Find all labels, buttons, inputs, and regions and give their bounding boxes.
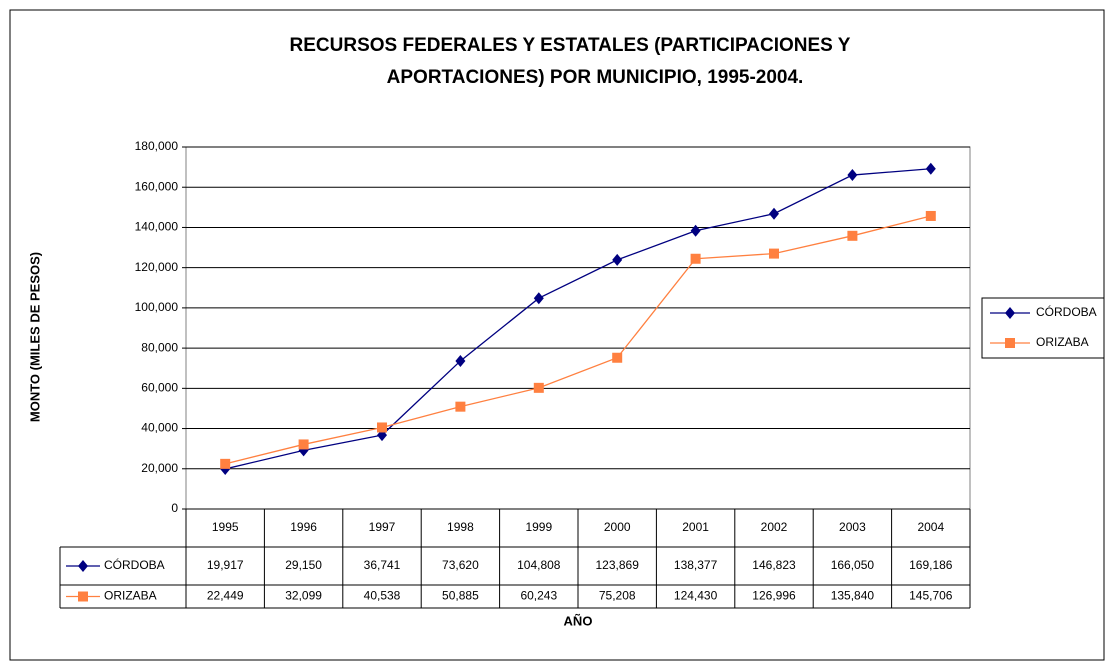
y-tick-label: 60,000 xyxy=(141,381,178,395)
table-series-name: CÓRDOBA xyxy=(104,557,165,572)
table-legend-marker xyxy=(78,591,88,602)
data-point xyxy=(847,169,858,182)
legend-marker xyxy=(1005,307,1015,319)
chart-title: RECURSOS FEDERALES Y ESTATALES (PARTICIP… xyxy=(290,35,851,56)
x-tick-label: 2004 xyxy=(917,520,944,534)
table-value: 104,808 xyxy=(517,558,561,572)
table-value: 50,885 xyxy=(442,589,479,603)
y-tick-label: 140,000 xyxy=(135,220,179,234)
y-tick-label: 20,000 xyxy=(141,461,178,475)
y-tick-label: 120,000 xyxy=(135,260,179,274)
table-series-name: ORIZABA xyxy=(104,589,157,603)
x-axis-title: AÑO xyxy=(564,613,593,628)
x-tick-label: 1998 xyxy=(447,520,474,534)
y-tick-label: 40,000 xyxy=(141,421,178,435)
data-point xyxy=(612,253,623,266)
table-value: 124,430 xyxy=(674,589,718,603)
data-point xyxy=(769,207,779,220)
data-point xyxy=(925,210,936,221)
x-tick-label: 2003 xyxy=(839,520,866,534)
data-point xyxy=(298,439,309,450)
x-tick-label: 1996 xyxy=(290,520,317,534)
table-value: 60,243 xyxy=(520,589,557,603)
table-value: 126,996 xyxy=(752,589,796,603)
legend-box xyxy=(981,297,1105,359)
table-value: 145,706 xyxy=(909,589,953,603)
y-tick-label: 0 xyxy=(171,501,178,515)
table-value: 19,917 xyxy=(207,558,244,572)
table-value: 138,377 xyxy=(674,558,718,572)
data-point xyxy=(690,253,701,264)
table-value: 123,869 xyxy=(596,558,640,572)
table-value: 73,620 xyxy=(442,558,479,572)
data-point xyxy=(690,224,701,237)
plot-area xyxy=(185,146,971,510)
table-value: 40,538 xyxy=(364,589,401,603)
table-value: 36,741 xyxy=(364,558,401,572)
data-point xyxy=(847,230,858,241)
table-value: 32,099 xyxy=(285,589,322,603)
x-tick-label: 1997 xyxy=(369,520,396,534)
x-tick-label: 2001 xyxy=(682,520,709,534)
table-value: 169,186 xyxy=(909,558,953,572)
legend-label: ORIZABA xyxy=(1036,335,1089,349)
legend-marker xyxy=(1005,338,1015,348)
table-value: 75,208 xyxy=(599,589,636,603)
table-legend-marker xyxy=(78,560,88,572)
y-tick-label: 160,000 xyxy=(135,179,179,193)
x-tick-label: 2000 xyxy=(604,520,631,534)
data-point xyxy=(925,162,936,175)
data-point xyxy=(769,248,779,259)
data-point xyxy=(533,382,544,393)
legend-label: CÓRDOBA xyxy=(1036,304,1097,319)
chart-title: APORTACIONES) POR MUNICIPIO, 1995-2004. xyxy=(387,67,804,88)
table-value: 146,823 xyxy=(752,558,796,572)
data-point xyxy=(455,354,466,367)
x-tick-label: 2002 xyxy=(761,520,788,534)
table-value: 166,050 xyxy=(831,558,875,572)
data-point xyxy=(455,401,466,412)
y-tick-label: 180,000 xyxy=(135,139,179,153)
table-value: 29,150 xyxy=(285,558,322,572)
data-point xyxy=(612,352,623,363)
x-tick-label: 1995 xyxy=(212,520,239,534)
data-point xyxy=(220,458,231,469)
data-point xyxy=(377,422,387,433)
y-axis-title: MONTO (MILES DE PESOS) xyxy=(27,252,42,422)
table-value: 22,449 xyxy=(207,589,244,603)
y-tick-label: 100,000 xyxy=(135,300,179,314)
table-value: 135,840 xyxy=(831,589,875,603)
series-line xyxy=(225,168,931,470)
data-point xyxy=(533,292,544,305)
y-tick-label: 80,000 xyxy=(141,340,178,354)
x-tick-label: 1999 xyxy=(525,520,552,534)
series-line xyxy=(225,215,931,465)
